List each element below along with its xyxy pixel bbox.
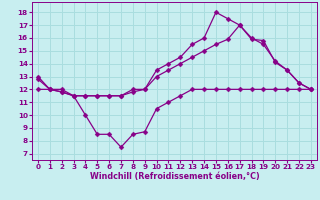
X-axis label: Windchill (Refroidissement éolien,°C): Windchill (Refroidissement éolien,°C) xyxy=(90,172,259,181)
